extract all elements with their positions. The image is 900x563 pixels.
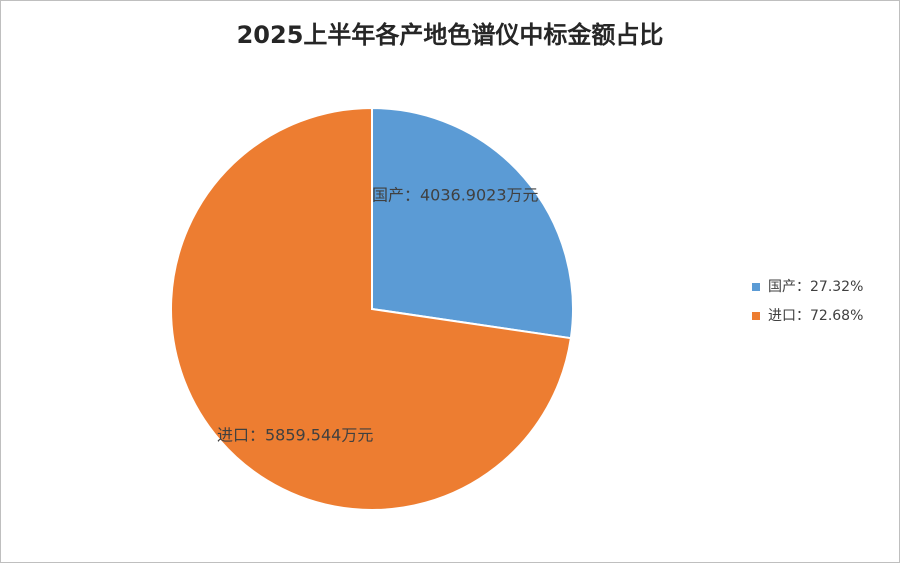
legend-label: 进口：72.68% <box>768 308 863 324</box>
pie-slice <box>371 106 574 340</box>
pie-slice <box>170 106 573 511</box>
legend-swatch <box>752 312 760 320</box>
legend-label: 国产：27.32% <box>768 279 863 295</box>
data-label: 进口：5859.544万元 <box>217 426 373 445</box>
legend-swatch <box>752 283 760 291</box>
data-label: 国产：4036.9023万元 <box>372 186 539 205</box>
chart-title: 2025上半年各产地色谱仪中标金额占比 <box>237 21 664 49</box>
